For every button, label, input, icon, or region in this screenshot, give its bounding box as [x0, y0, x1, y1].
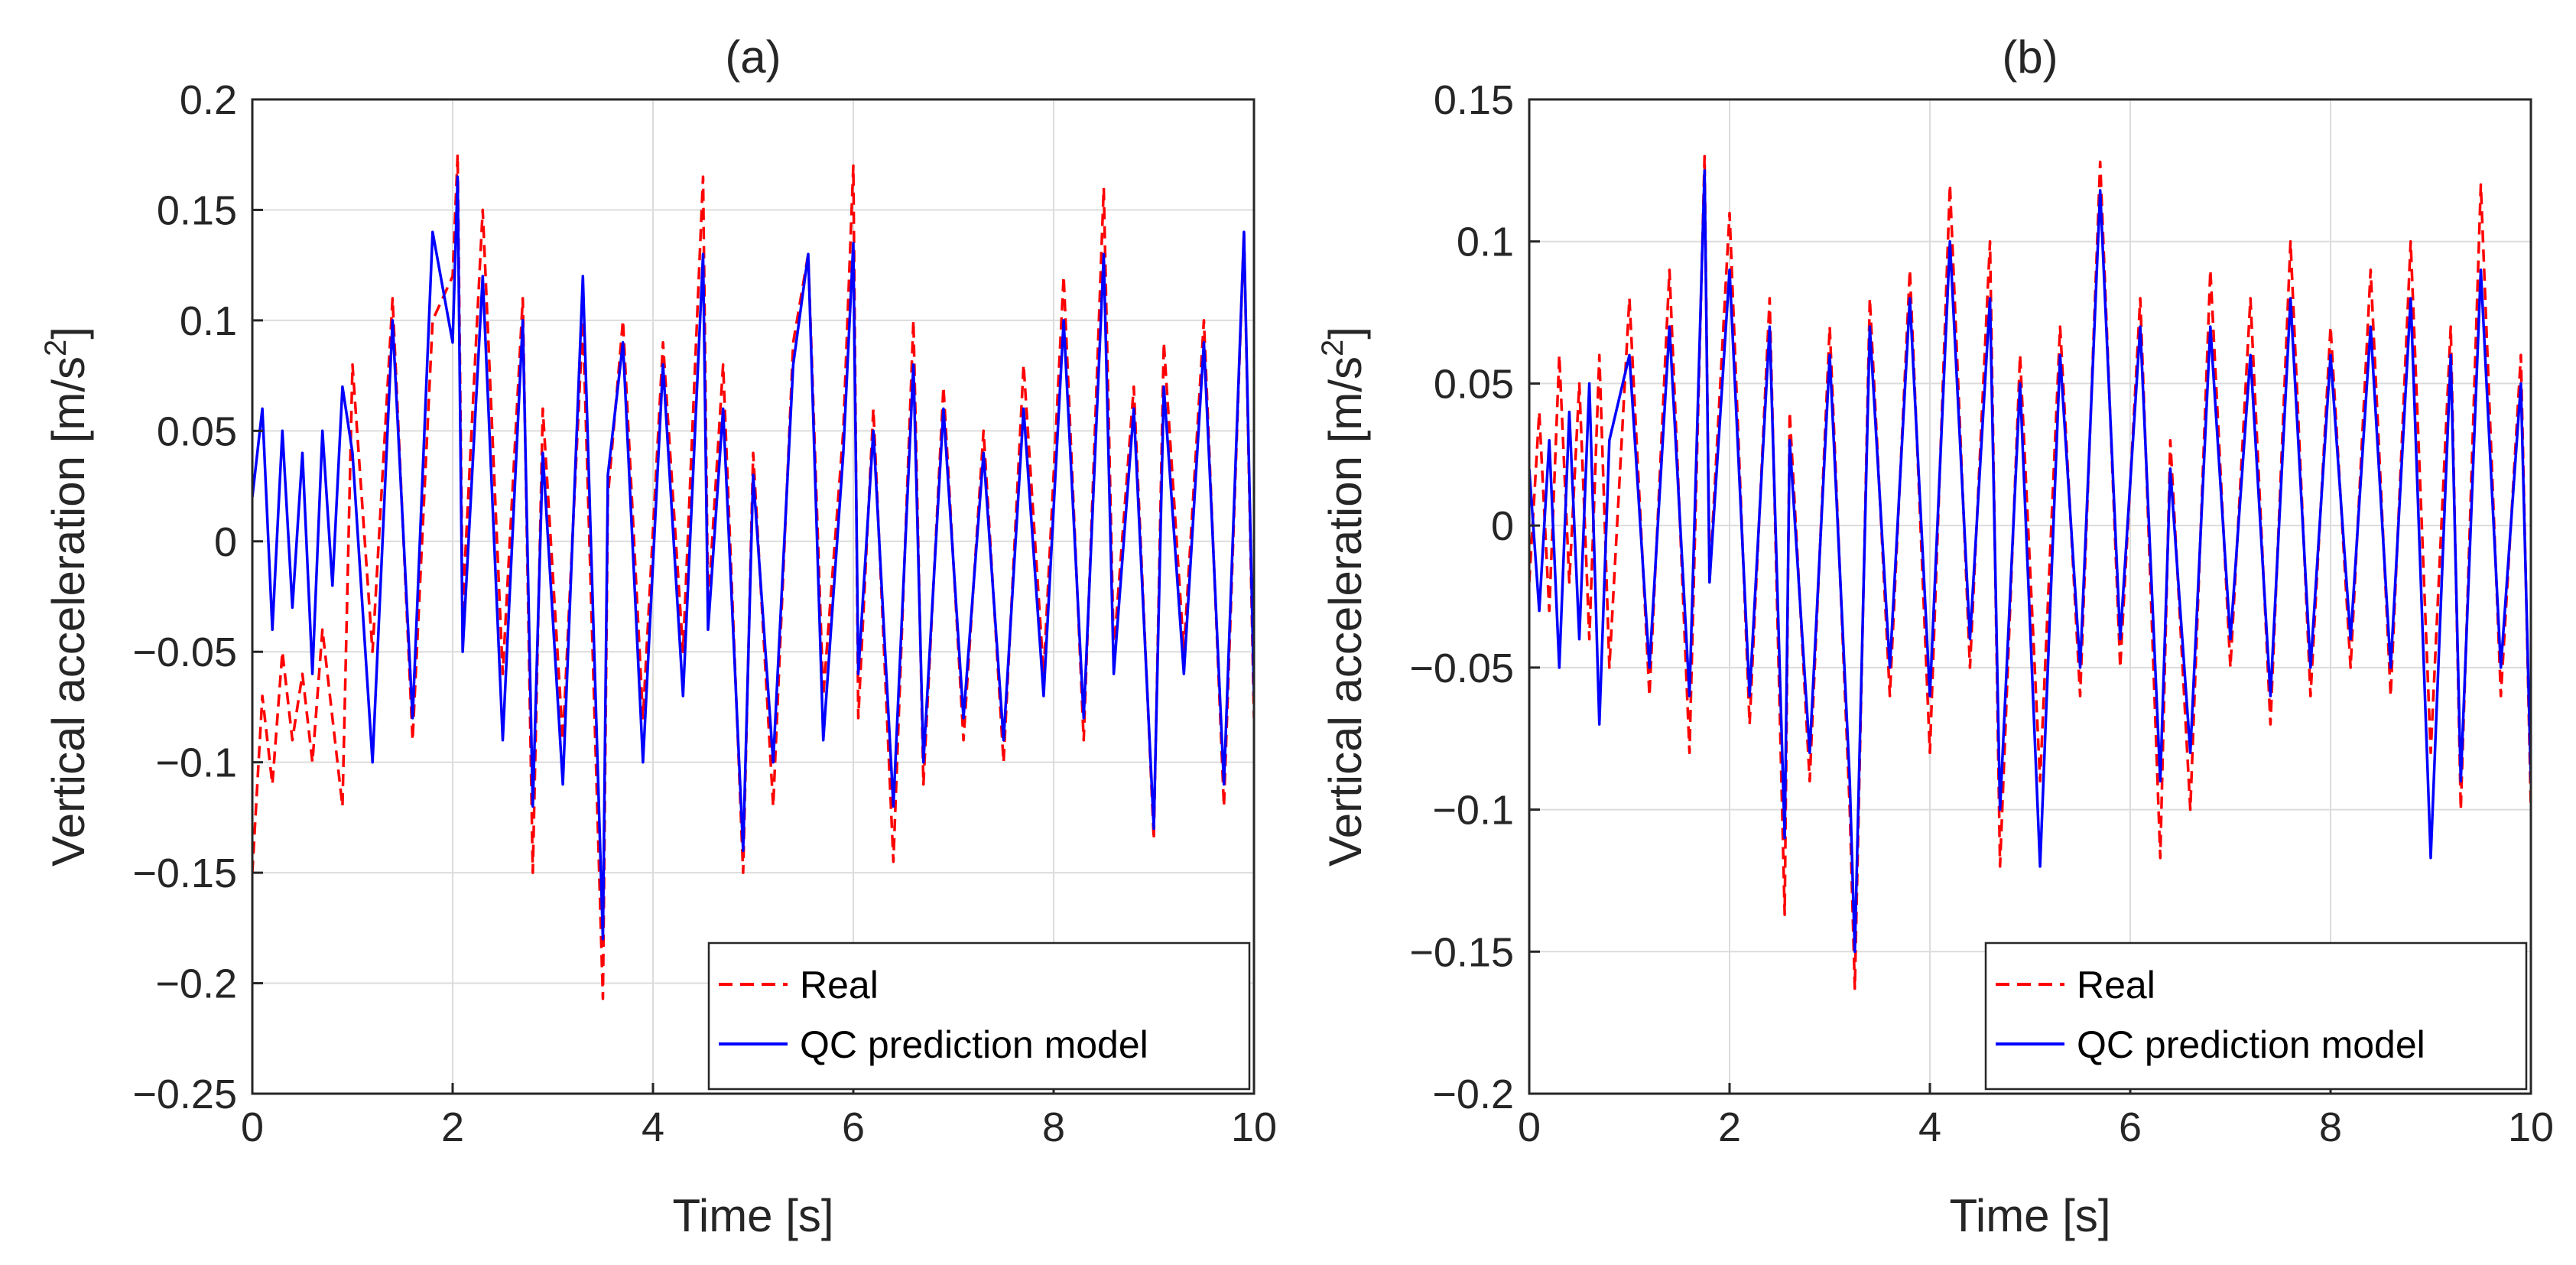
legend-box-b	[1984, 941, 2528, 1091]
x-tick-label: 0	[1518, 1104, 1541, 1150]
x-tick-label: 10	[1231, 1104, 1277, 1150]
y-ticks-a: 0.2 0.15 0.1 0.05 0 −0.05 −0.1 −0.15 −0.2 −0.25	[132, 77, 263, 1117]
x-tick-label: 8	[1042, 1104, 1065, 1150]
y-tick-label: −0.1	[1432, 788, 1514, 834]
x-tick-label: 2	[441, 1104, 464, 1150]
y-tick-label: −0.05	[132, 629, 237, 675]
x-tick-label: 6	[842, 1104, 865, 1150]
x-tick-label: 8	[2319, 1104, 2342, 1150]
axes-box-a	[251, 98, 1256, 1095]
y-tick-label: −0.25	[132, 1072, 237, 1117]
x-tick-label: 4	[642, 1104, 664, 1150]
series-line-qc-prediction	[252, 175, 1254, 941]
chart-panel-a: 0 2 4 6 8 10 0.2 0.15 0.1 0.05 0 −0.05 −0.1 −0.15 −0.…	[39, 31, 1277, 1241]
y-axis-label-b-main: Vertical acceleration [m/s	[1320, 356, 1371, 867]
y-axis-label-b-tail: ]	[1320, 327, 1371, 340]
x-tick-label: 4	[1918, 1104, 1941, 1150]
x-tick-label: 2	[1718, 1104, 1741, 1150]
x-ticks-a: 0 2 4 6 8 10	[241, 1083, 1277, 1150]
y-ticks-b: 0.15 0.1 0.05 0 −0.05 −0.1 −0.15 −0.2	[1409, 77, 1540, 1117]
y-tick-label: 0.2	[180, 77, 237, 123]
x-tick-label: 6	[2119, 1104, 2142, 1150]
legend-a: Real QC prediction model	[707, 941, 1251, 1091]
y-tick-label: 0.15	[1434, 77, 1514, 123]
y-tick-label: −0.1	[155, 740, 237, 786]
y-tick-label: −0.15	[132, 850, 237, 896]
axes-box-b	[1528, 98, 2532, 1095]
legend-label-qc-a: QC prediction model	[800, 1023, 1148, 1066]
y-tick-label: 0	[214, 519, 237, 565]
x-axis-label-a: Time [s]	[672, 1190, 833, 1241]
x-tick-label: 0	[241, 1104, 264, 1150]
x-tick-label: 10	[2508, 1104, 2554, 1150]
y-axis-label-a: Vertical acceleration [m/s2]	[39, 327, 94, 867]
y-tick-label: −0.2	[155, 961, 237, 1007]
y-axis-label-a-tail: ]	[43, 327, 94, 340]
y-tick-label: 0.15	[157, 187, 237, 233]
y-tick-label: −0.2	[1432, 1072, 1514, 1117]
series-line-real	[252, 153, 1254, 1000]
series-group-a	[252, 153, 1254, 1000]
y-tick-label: 0.05	[1434, 361, 1514, 407]
y-tick-label: 0.1	[1457, 220, 1514, 265]
x-axis-label-b: Time [s]	[1949, 1190, 2110, 1241]
y-axis-label-b-sup: 2	[1316, 340, 1350, 356]
x-ticks-b: 0 2 4 6 8 10	[1518, 1083, 2554, 1150]
legend-label-real-b: Real	[2077, 964, 2155, 1006]
y-axis-label-a-main: Vertical acceleration [m/s	[43, 356, 94, 867]
series-group-b	[1529, 154, 2531, 990]
legend-b: Real QC prediction model	[1984, 941, 2528, 1091]
y-axis-label-b: Vertical acceleration [m/s2]	[1316, 327, 1371, 867]
y-tick-label: −0.05	[1409, 646, 1514, 691]
series-line-qc-prediction	[1529, 169, 2531, 954]
y-tick-label: 0.05	[157, 408, 237, 454]
y-tick-label: 0.1	[180, 298, 237, 344]
legend-box-a	[707, 941, 1251, 1091]
legend-label-real-a: Real	[800, 964, 879, 1006]
chart-panel-b: 0 2 4 6 8 10 0.15 0.1 0.05 0 −0.05 −0.1 −0.15 −0.2 (…	[1316, 31, 2554, 1241]
legend-label-qc-b: QC prediction model	[2077, 1023, 2425, 1066]
y-axis-label-a-sup: 2	[39, 340, 73, 356]
chart-title-b: (b)	[2002, 31, 2058, 83]
chart-title-a: (a)	[725, 31, 781, 83]
y-tick-label: 0	[1491, 503, 1514, 549]
y-tick-label: −0.15	[1409, 929, 1514, 975]
